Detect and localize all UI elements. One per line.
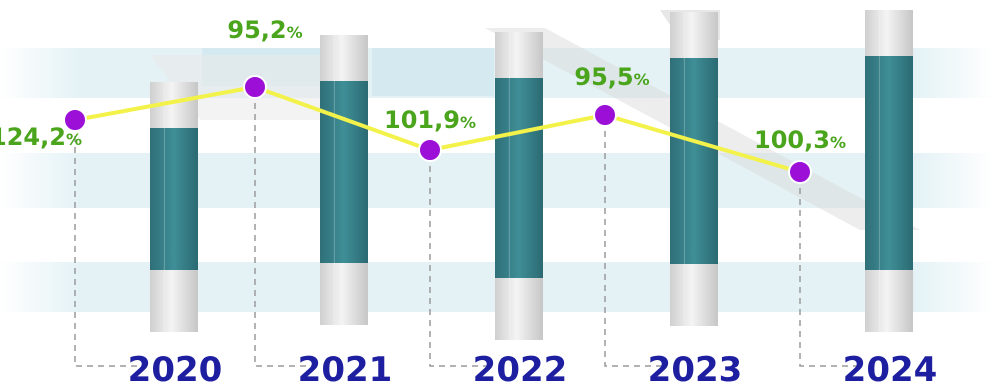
line-segment [73,85,257,122]
data-label: 101,9% [384,106,476,134]
column-body [495,78,543,278]
column-cap-bottom [670,264,718,326]
column-cap-bottom [495,278,543,340]
guide-line [254,103,314,367]
column-body [865,56,913,270]
data-point [418,138,442,162]
column-cap-top [670,12,718,58]
series-line [73,85,802,174]
column-cap-top [865,10,913,56]
guide-line [429,166,489,367]
tick-label: 2023 [648,350,743,387]
guide-line [799,188,859,367]
tick-label: 2022 [473,350,568,387]
columns [150,10,913,340]
tick-label: 2024 [843,350,938,387]
year-labels: 2020 2021 2022 2023 2024 [128,350,938,387]
column-cap-bottom [320,263,368,325]
data-label: 124,2% [0,123,82,151]
line-segment [428,113,607,152]
background-band [372,48,494,96]
column-cap-bottom [865,270,913,332]
column-body [670,58,718,264]
series-markers [63,75,812,184]
tick-label: 2021 [298,350,393,387]
guide-lines [74,103,859,367]
data-label: 95,5% [574,63,649,91]
data-point [243,75,267,99]
data-point [788,160,812,184]
line-segment [603,113,802,174]
data-point [63,108,87,132]
guide-line [604,131,664,367]
data-point [593,103,617,127]
column-cap-top [495,32,543,78]
column-cap-top [320,35,368,81]
guide-line [74,136,144,367]
line-segment [253,85,432,152]
column-cap-bottom [150,270,198,332]
data-label: 95,2% [227,16,302,44]
value-labels: 124,2% 95,2% 101,9% 95,5% 100,3% [0,16,846,154]
tick-label: 2020 [128,350,223,387]
column-body [150,128,198,270]
column-body [320,81,368,263]
data-label: 100,3% [754,126,846,154]
